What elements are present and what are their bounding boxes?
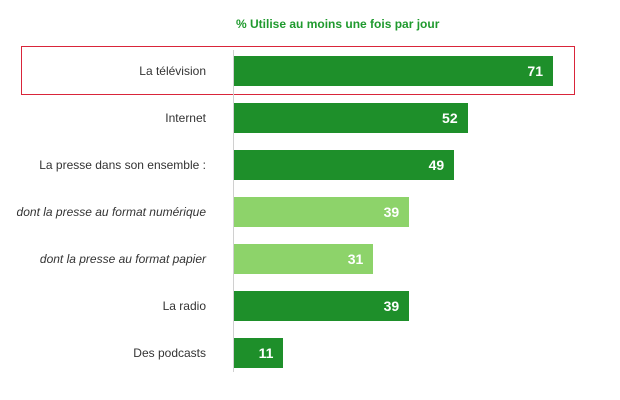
bar-value-label: 39: [383, 298, 400, 314]
bar-value-label: 52: [442, 110, 458, 126]
category-label: La radio: [162, 299, 206, 313]
category-label: La presse dans son ensemble :: [39, 158, 206, 172]
bar-value-label: 11: [258, 345, 274, 361]
bar: [234, 103, 468, 133]
bar: [234, 197, 410, 227]
chart-title: % Utilise au moins une fois par jour: [236, 17, 440, 31]
bar: [234, 338, 284, 368]
category-label: Internet: [165, 111, 206, 125]
bar-value-label: 49: [428, 157, 445, 173]
bar: [234, 244, 374, 274]
bar-value-label: 39: [383, 204, 400, 220]
category-label: Des podcasts: [133, 346, 206, 360]
bar: [234, 291, 410, 321]
category-label: La télévision: [139, 64, 206, 78]
category-label: dont la presse au format numérique: [16, 205, 206, 219]
bar: [234, 56, 553, 86]
highlight-box: [21, 46, 575, 95]
bar-value-label: 71: [527, 63, 543, 79]
y-axis-line: [233, 50, 234, 372]
category-label: dont la presse au format papier: [39, 252, 206, 266]
bar: [234, 150, 455, 180]
bar-value-label: 31: [347, 251, 364, 267]
